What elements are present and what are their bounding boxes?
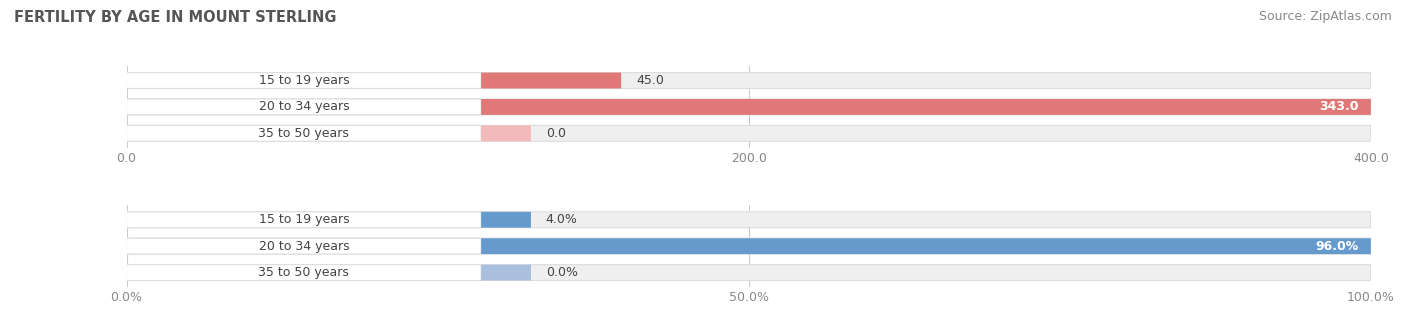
FancyBboxPatch shape	[481, 99, 1371, 115]
FancyBboxPatch shape	[127, 125, 481, 141]
FancyBboxPatch shape	[481, 73, 621, 88]
Text: 96.0%: 96.0%	[1315, 240, 1358, 253]
FancyBboxPatch shape	[127, 99, 1371, 115]
FancyBboxPatch shape	[127, 265, 481, 280]
Text: 0.0: 0.0	[546, 127, 565, 140]
Text: 20 to 34 years: 20 to 34 years	[259, 100, 349, 114]
FancyBboxPatch shape	[481, 265, 531, 280]
FancyBboxPatch shape	[481, 238, 1371, 254]
FancyBboxPatch shape	[481, 125, 531, 141]
FancyBboxPatch shape	[127, 212, 481, 228]
FancyBboxPatch shape	[127, 73, 1371, 88]
Text: Source: ZipAtlas.com: Source: ZipAtlas.com	[1258, 10, 1392, 23]
FancyBboxPatch shape	[127, 265, 1371, 280]
Text: 45.0: 45.0	[636, 74, 664, 87]
FancyBboxPatch shape	[127, 99, 481, 115]
Text: 20 to 34 years: 20 to 34 years	[259, 240, 349, 253]
Text: 4.0%: 4.0%	[546, 213, 578, 226]
Text: 0.0%: 0.0%	[546, 266, 578, 279]
FancyBboxPatch shape	[127, 73, 481, 88]
Text: FERTILITY BY AGE IN MOUNT STERLING: FERTILITY BY AGE IN MOUNT STERLING	[14, 10, 336, 25]
Text: 343.0: 343.0	[1319, 100, 1358, 114]
FancyBboxPatch shape	[127, 238, 1371, 254]
Text: 15 to 19 years: 15 to 19 years	[259, 213, 349, 226]
Text: 35 to 50 years: 35 to 50 years	[259, 266, 349, 279]
FancyBboxPatch shape	[481, 212, 531, 228]
Text: 15 to 19 years: 15 to 19 years	[259, 74, 349, 87]
FancyBboxPatch shape	[127, 238, 481, 254]
Text: 35 to 50 years: 35 to 50 years	[259, 127, 349, 140]
FancyBboxPatch shape	[127, 212, 1371, 228]
FancyBboxPatch shape	[127, 125, 1371, 141]
